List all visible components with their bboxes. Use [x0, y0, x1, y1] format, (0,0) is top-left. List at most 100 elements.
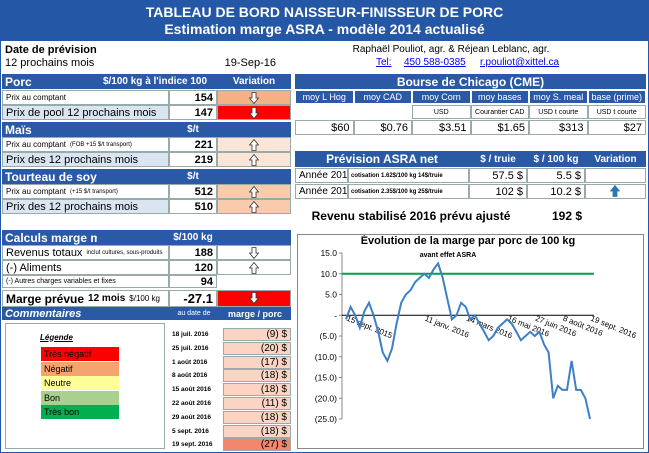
arrow-icon [249, 138, 259, 151]
row-value: 221 [169, 137, 217, 152]
arrow [249, 292, 259, 304]
page-title: TABLEAU DE BORD NAISSEUR-FINISSEUR DE PO… [145, 4, 504, 20]
comment-date: 15 août 2016 [172, 386, 212, 394]
row-label: Prix au comptant (FOB +15 $/t transport) [2, 137, 169, 152]
comment-margin: (20) $ [223, 341, 291, 355]
page-subtitle: Estimation marge ASRA - modèle 2014 actu… [164, 21, 485, 37]
date-header: au date de [177, 310, 211, 317]
comments-bar [2, 307, 291, 320]
row-value: 94 [169, 275, 217, 288]
row-value: 510 [169, 199, 217, 214]
comment-date: 19 sept. 2016 [172, 441, 213, 449]
arrow [249, 246, 259, 259]
arrow [249, 106, 259, 119]
margin-label: Marge prévue 12 mois $/100 kg [2, 290, 169, 307]
margin-header: marge / porc [227, 308, 283, 319]
section-title: Tourteau de soya [5, 169, 97, 184]
legend-title: Légende [40, 332, 73, 342]
legend-item: Négatif [41, 361, 119, 376]
x-tick-label: 11 janv. 2016 [424, 314, 471, 340]
asra-col: Variation [585, 151, 646, 167]
label: Prix des 12 prochains mois [6, 153, 139, 166]
comment-margin: (18) $ [223, 383, 291, 397]
asra-sow: 57.5 $ [469, 168, 527, 183]
arrow [249, 185, 259, 198]
comments-title: Commentaires [5, 307, 82, 320]
label: Prix des 12 prochains mois [6, 200, 139, 213]
series-line [345, 261, 591, 420]
cme-value: $1.65 [470, 120, 529, 135]
arrow-icon [249, 91, 259, 104]
asra-kg: 5.5 $ [527, 168, 585, 183]
row-label: Prix au comptant (+15 $/t transport) [2, 184, 169, 199]
cme-title: Bourse de Chicago (CME) [295, 74, 646, 89]
cme-header: moy bases [470, 90, 529, 104]
label: (-) Autres charges variables et fixes [6, 278, 116, 285]
asra-kg: 10.2 $ [527, 184, 585, 199]
row-label: Prix des 12 prochains mois [2, 152, 169, 167]
row-label: Prix de pool 12 prochains mois [2, 105, 169, 120]
stabilized-label: Revenu stabilisé 2016 prévu ajusté [311, 209, 511, 223]
comment-date: 8 août 2016 [172, 372, 208, 380]
stabilized-value: 192 $ [551, 209, 582, 223]
margin-horizon: 12 mois [88, 293, 126, 304]
y-tick-label: (15.0) [315, 373, 337, 383]
comment-date: 22 août 2016 [172, 400, 212, 407]
note: (+15 $/t transport) [70, 188, 118, 195]
variation-header: Variation [232, 76, 276, 87]
comment-margin: (18) $ [223, 424, 291, 438]
section-header [2, 74, 291, 89]
cme-value: $27 [587, 120, 646, 135]
section-header [2, 122, 291, 137]
tel-label: Tel: [376, 57, 392, 68]
authors: Raphaël Pouliot, agr. & Réjean Leblanc, … [352, 44, 550, 55]
asra-sow: 102 $ [469, 184, 527, 199]
chart: Évolution de la marge par porc de 100 kg… [297, 234, 644, 449]
comment-margin: (11) $ [223, 397, 291, 410]
cme-header: moy L Hog [295, 90, 354, 104]
section-header [2, 230, 291, 245]
cme-value: $60 [295, 120, 354, 135]
label: (-) Aliments [6, 261, 62, 274]
comment-margin: (17) $ [223, 355, 291, 369]
row-label: Prix au comptant [2, 90, 169, 105]
row-label: (-) Aliments [2, 260, 169, 275]
cme-header: moy S. meal [529, 90, 588, 104]
arrow-icon [249, 185, 259, 198]
row-label: Prix des 12 prochains mois [2, 199, 169, 214]
forecast-label: Date de prévision [5, 43, 97, 56]
comment-margin: (18) $ [223, 369, 291, 383]
row-label: (-) Autres charges variables et fixes [2, 275, 169, 288]
asra-note: cotisation 2.35$/100 kg 25$/truie [347, 184, 469, 199]
arrow [249, 153, 259, 166]
label: Prix au comptant [6, 140, 67, 149]
row-value: 219 [169, 152, 217, 167]
comment-date: 1 août 2016 [172, 358, 208, 366]
arrow-icon [249, 106, 259, 119]
forecast-date: 19-Sep-16 [224, 56, 276, 69]
cme-value: $3.51 [412, 120, 471, 135]
arrow-icon [249, 292, 259, 304]
y-tick-label: 15.0 [320, 248, 337, 258]
comment-date: 5 sept. 2016 [172, 427, 209, 435]
margin-value: -27.1 [169, 290, 217, 307]
email: r.pouliot@xittel.ca [480, 57, 560, 68]
section-header [2, 169, 291, 184]
comment-margin: (27) $ [223, 438, 291, 452]
x-tick-label: 15 sept. 2015 [345, 314, 394, 341]
cme-header: moy CAD [353, 90, 412, 104]
row-value: 188 [169, 245, 217, 260]
section-unit: $/t [187, 171, 199, 182]
row-value: 512 [169, 184, 217, 199]
cme-value: $313 [529, 120, 588, 135]
arrow-icon [249, 246, 259, 259]
section-title: Maïs [5, 122, 32, 137]
label: Prix de pool 12 prochains mois [6, 106, 157, 119]
row-value: 154 [169, 90, 217, 105]
comment-date: 18 juil. 2016 [172, 331, 209, 338]
cme-value: $0.76 [353, 120, 412, 135]
label: Prix au comptant [6, 93, 67, 102]
y-tick-label: (20.0) [315, 393, 337, 403]
comment-margin: (9) $ [223, 328, 291, 341]
